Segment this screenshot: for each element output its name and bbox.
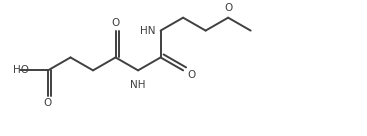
Text: O: O: [112, 18, 120, 28]
Text: O: O: [44, 98, 52, 108]
Text: HO: HO: [13, 65, 29, 75]
Text: HN: HN: [140, 26, 156, 36]
Text: O: O: [187, 70, 195, 80]
Text: NH: NH: [130, 80, 146, 90]
Text: O: O: [224, 3, 232, 13]
